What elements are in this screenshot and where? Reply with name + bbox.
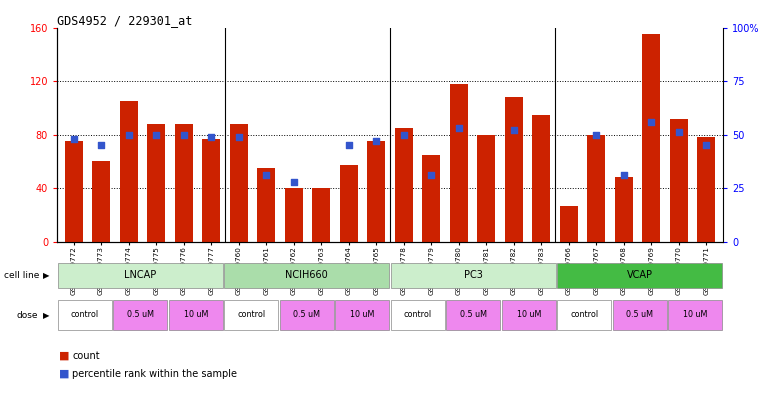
Bar	[533, 114, 550, 242]
Bar	[169, 300, 223, 331]
Bar	[450, 84, 468, 242]
Text: GDS4952 / 229301_at: GDS4952 / 229301_at	[57, 15, 193, 28]
Text: VCAP: VCAP	[627, 270, 653, 280]
Bar	[615, 177, 633, 242]
Point	[508, 127, 520, 134]
Point	[645, 119, 658, 125]
Text: 10 uM: 10 uM	[350, 310, 374, 319]
Point	[618, 172, 630, 178]
Bar	[395, 128, 412, 242]
Text: 0.5 uM: 0.5 uM	[293, 310, 320, 319]
Point	[425, 172, 438, 178]
Text: dose: dose	[17, 311, 38, 320]
Bar	[642, 34, 661, 242]
Bar	[335, 300, 390, 331]
Point	[123, 131, 135, 138]
Text: ■: ■	[59, 369, 70, 379]
Bar	[202, 139, 220, 242]
Text: control: control	[237, 310, 266, 319]
Text: PC3: PC3	[463, 270, 482, 280]
Text: 0.5 uM: 0.5 uM	[127, 310, 154, 319]
Bar	[58, 263, 223, 288]
Point	[398, 131, 410, 138]
Bar	[560, 206, 578, 242]
Bar	[119, 101, 138, 242]
Point	[177, 131, 189, 138]
Text: ■: ■	[59, 351, 70, 361]
Point	[700, 142, 712, 149]
Text: 0.5 uM: 0.5 uM	[460, 310, 487, 319]
Bar	[147, 124, 165, 242]
Point	[342, 142, 355, 149]
Bar	[224, 300, 279, 331]
Bar	[613, 300, 667, 331]
Bar	[113, 300, 167, 331]
Point	[233, 134, 245, 140]
Text: 10 uM: 10 uM	[517, 310, 541, 319]
Bar	[477, 134, 495, 242]
Text: LNCAP: LNCAP	[124, 270, 157, 280]
Point	[591, 131, 603, 138]
Bar	[505, 97, 523, 242]
Bar	[224, 263, 390, 288]
Bar	[175, 124, 193, 242]
Bar	[230, 124, 247, 242]
Bar	[668, 300, 722, 331]
Bar	[92, 162, 110, 242]
Text: ▶: ▶	[43, 271, 49, 280]
Text: ▶: ▶	[43, 311, 49, 320]
Point	[453, 125, 465, 131]
Point	[288, 178, 300, 185]
Point	[205, 134, 217, 140]
Text: control: control	[570, 310, 598, 319]
Text: 10 uM: 10 uM	[183, 310, 208, 319]
Bar	[65, 141, 82, 242]
Bar	[390, 300, 445, 331]
Point	[673, 129, 685, 136]
Bar	[312, 188, 330, 242]
Bar	[587, 134, 605, 242]
Bar	[422, 155, 440, 242]
Bar	[285, 188, 303, 242]
Bar	[340, 165, 358, 242]
Point	[370, 138, 382, 144]
Bar	[446, 300, 501, 331]
Bar	[557, 300, 611, 331]
Bar	[390, 263, 556, 288]
Text: cell line: cell line	[4, 271, 39, 280]
Bar	[368, 141, 385, 242]
Bar	[257, 168, 275, 242]
Point	[260, 172, 272, 178]
Text: 10 uM: 10 uM	[683, 310, 708, 319]
Text: count: count	[72, 351, 100, 361]
Bar	[670, 119, 688, 242]
Text: control: control	[71, 310, 99, 319]
Point	[150, 131, 162, 138]
Text: control: control	[403, 310, 431, 319]
Text: 0.5 uM: 0.5 uM	[626, 310, 653, 319]
Bar	[557, 263, 722, 288]
Point	[68, 136, 80, 142]
Bar	[58, 300, 112, 331]
Bar	[279, 300, 334, 331]
Text: percentile rank within the sample: percentile rank within the sample	[72, 369, 237, 379]
Point	[95, 142, 107, 149]
Text: NCIH660: NCIH660	[285, 270, 328, 280]
Bar	[501, 300, 556, 331]
Bar	[698, 137, 715, 242]
